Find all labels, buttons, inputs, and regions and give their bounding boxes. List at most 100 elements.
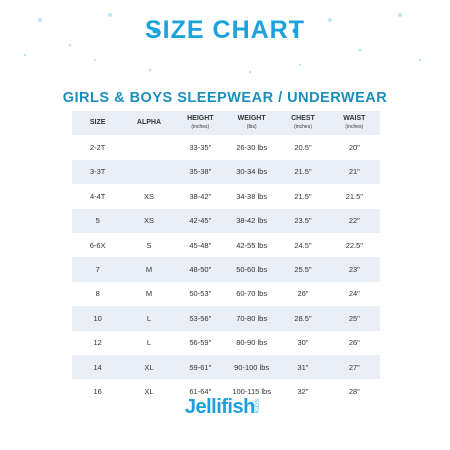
- table-cell: 35-38": [189, 167, 212, 177]
- column-unit: (inches): [294, 124, 312, 131]
- table-cell: 20": [348, 143, 360, 153]
- column-name: CHEST: [291, 115, 315, 123]
- table-row: 14 XL 59-61" 90-100 lbs 31" 27": [72, 354, 380, 380]
- table-cell: 24.5": [294, 240, 312, 250]
- column-unit: (lbs): [246, 124, 257, 131]
- table-cell: XL: [144, 386, 154, 396]
- title: SIZE CHART: [145, 16, 305, 44]
- table-cell: 26-30 lbs: [236, 143, 268, 153]
- table-cell: 50-60 lbs: [236, 265, 268, 275]
- table-cell: 38-42 lbs: [236, 216, 268, 226]
- column-unit: (inches): [191, 124, 210, 131]
- table-cell: XL: [144, 362, 154, 372]
- table-cell: 61-64": [189, 386, 212, 396]
- header-row: SIZE ALPHA HEIGHT (inches) WEIGHT (lbs) CHEST(…: [72, 111, 380, 136]
- table-cell: 7: [95, 265, 100, 275]
- table-cell: 16: [93, 386, 102, 396]
- table-cell: [123, 160, 174, 184]
- table-cell: 25.5": [294, 265, 312, 275]
- table-cell: 5: [95, 216, 100, 226]
- table-cell: 70-80 lbs: [236, 313, 268, 323]
- table-cell: 21.5": [294, 191, 312, 201]
- table-cell: 80-90 lbs: [236, 338, 268, 348]
- table-row: 3-3T 35-38" 30-34 lbs 21.5" 21": [72, 159, 380, 185]
- size-table: SIZE ALPHA HEIGHT (inches) WEIGHT (lbs) CHEST(…: [72, 111, 380, 404]
- table-cell: 24": [348, 289, 360, 299]
- table-cell: 3-3T: [89, 167, 106, 177]
- table-cell: 33-35": [189, 143, 212, 153]
- table-cell: L: [146, 313, 152, 323]
- table-cell: 23.5": [294, 216, 312, 226]
- table-cell: 42-45": [189, 216, 212, 226]
- table-cell: 50-53": [189, 289, 212, 299]
- column-name: SIZE: [89, 119, 106, 127]
- table-cell: 34-38 lbs: [236, 191, 268, 201]
- column-name: WAIST: [343, 115, 366, 123]
- table-cell: 42-55 lbs: [236, 240, 268, 250]
- column-name: ALPHA: [136, 119, 162, 127]
- table-row: 6-6X S 45-48" 42-55 lbs 24.5" 22.5": [72, 233, 380, 257]
- logo: JellifishKIDS: [0, 396, 450, 419]
- table-cell: S: [146, 240, 152, 250]
- table-cell: 60-70 lbs: [236, 289, 268, 299]
- column-header: SIZE: [72, 111, 123, 135]
- column-name: HEIGHT: [187, 115, 214, 123]
- table-row: 16 XL 61-64" 100-115 lbs 32" 28": [72, 379, 380, 403]
- decoration: [23, 13, 422, 74]
- stars: [23, 13, 422, 74]
- table-cell: 21.5": [345, 191, 363, 201]
- bullet: [292, 28, 298, 34]
- table-row: 12 L 56-59" 80-90 lbs 30" 26": [72, 331, 380, 355]
- table-cell: L: [146, 338, 152, 348]
- table-cell: 20.5": [294, 143, 312, 153]
- table-cell: 22.5": [345, 240, 363, 250]
- table-cell: 2-2T: [89, 143, 106, 153]
- table-cell: 90-100 lbs: [234, 362, 270, 372]
- table-row: 7 M 48-50" 50-60 lbs 25.5" 23": [72, 257, 380, 282]
- column-header: ALPHA: [123, 111, 174, 135]
- table-cell: 32": [297, 386, 309, 396]
- table-cell: 26": [348, 338, 360, 348]
- table-cell: 59-61": [189, 362, 212, 372]
- table-cell: 45-48": [189, 240, 212, 250]
- table-cell: 6-6X: [89, 240, 106, 250]
- table-cell: 12: [93, 338, 102, 348]
- table-cell: M: [145, 265, 153, 275]
- table-cell: 26": [297, 289, 309, 299]
- table-row: 10 L 53-56" 70-80 lbs 28.5" 25": [72, 306, 380, 331]
- table-cell: 30": [297, 338, 309, 348]
- column-header: WEIGHT (lbs): [226, 111, 277, 135]
- table-cell: 28.5": [294, 313, 312, 323]
- table-cell: 100-115 lbs: [232, 386, 271, 396]
- column-header: HEIGHT (inches): [175, 111, 226, 135]
- table-cell: XS: [143, 191, 154, 201]
- table-cell: 28": [348, 386, 360, 396]
- table-cell: XS: [143, 216, 154, 226]
- table-row: 2-2T 33-35" 26-30 lbs 20.5" 20": [72, 135, 380, 159]
- brand-sub: KIDS: [254, 398, 261, 414]
- table-cell: 48-50": [189, 265, 212, 275]
- column-header: CHEST (inches): [277, 111, 328, 135]
- table-cell: 10: [93, 313, 102, 323]
- table-cell: 31": [297, 362, 309, 372]
- table-row: 4-4T XS 38-42" 34-38 lbs 21.5" 21.5": [72, 184, 380, 208]
- table-cell: M: [145, 289, 153, 299]
- table-cell: 38-42": [189, 191, 212, 201]
- table-cell: [123, 135, 174, 159]
- table-cell: 14: [93, 362, 102, 372]
- table-cell: 27": [348, 362, 360, 372]
- column-name: WEIGHT: [237, 115, 266, 123]
- table-cell: 8: [95, 289, 100, 299]
- table-cell: 23": [348, 265, 360, 275]
- table-cell: 30-34 lbs: [236, 167, 268, 177]
- column-unit: (inches): [345, 124, 364, 131]
- table-row: 5 XS 42-45" 38-42 lbs 23.5" 22": [72, 208, 380, 233]
- table-cell: 25": [348, 313, 360, 323]
- table-cell: 53-56": [189, 313, 212, 323]
- table-cell: 22": [348, 216, 360, 226]
- table-cell: 21.5": [294, 167, 312, 177]
- table-cell: 4-4T: [89, 191, 106, 201]
- column-header: WAIST (inches): [329, 111, 380, 135]
- subtitle: GIRLS & BOYS SLEEPWEAR / UNDERWEAR: [62, 90, 388, 106]
- table-row: 8 M 50-53" 60-70 lbs 26" 24": [72, 282, 380, 306]
